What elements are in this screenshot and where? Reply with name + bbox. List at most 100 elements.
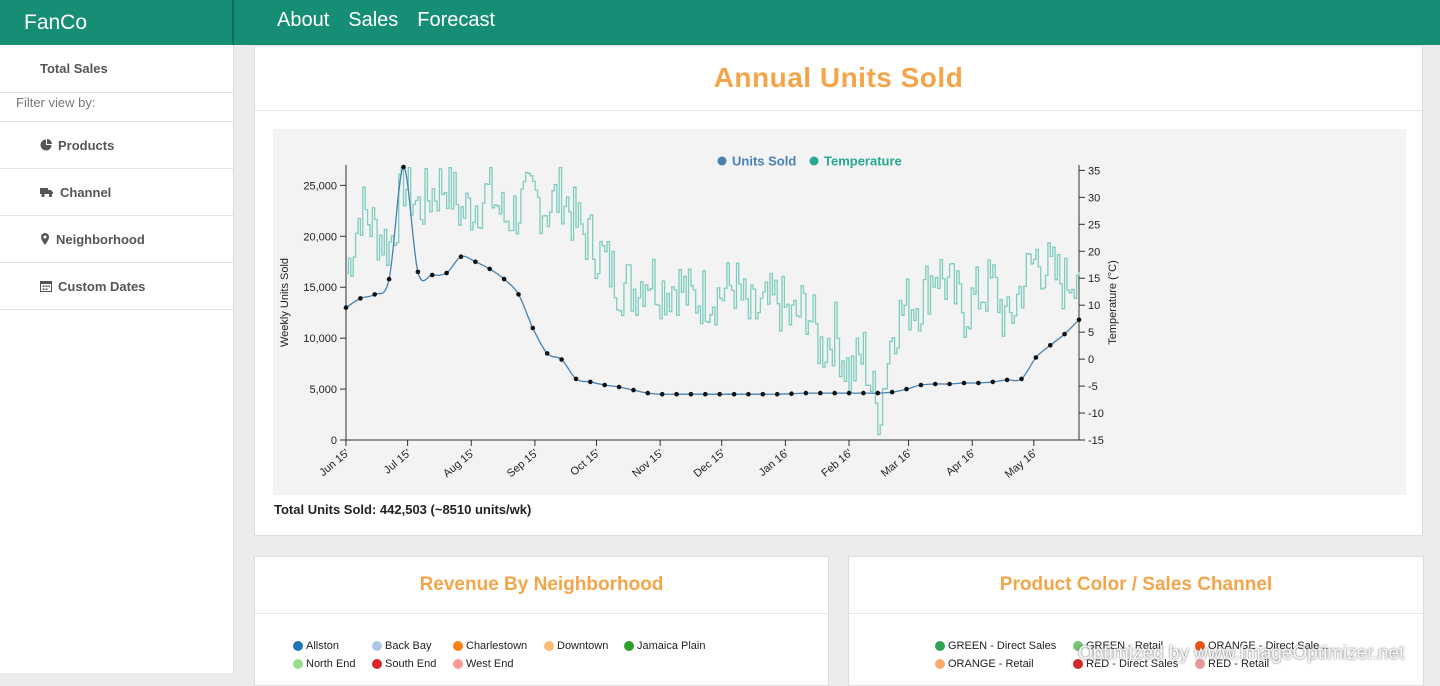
page-title: Annual Units Sold: [255, 46, 1422, 111]
units-sold-point: [415, 269, 421, 275]
product-legend-item[interactable]: RED - Retail: [1195, 655, 1330, 673]
units-sold-point: [760, 391, 766, 397]
units-sold-point: [1062, 331, 1067, 337]
units-sold-point: [889, 389, 895, 395]
units-sold-point: [774, 391, 780, 397]
neighborhood-legend-item[interactable]: Back Bay: [372, 637, 453, 655]
sidebar-item-custom-dates[interactable]: Custom Dates: [0, 263, 233, 310]
units-sold-point: [516, 292, 521, 297]
units-sold-point: [1048, 343, 1053, 348]
legend-label: Back Bay: [385, 640, 432, 652]
legend-dot-icon: [1073, 641, 1083, 651]
sidebar-item-label: Custom Dates: [58, 278, 146, 294]
legend-dot-icon: [453, 641, 463, 651]
brand-logo[interactable]: FanCo: [0, 0, 234, 45]
neighborhood-legend: Allston Back Bay Charlestown Downtown Jamaic…: [293, 637, 733, 673]
units-sold-point: [904, 386, 909, 392]
units-sold-point: [616, 384, 622, 390]
legend-dot-icon: [935, 641, 945, 651]
top-bar: FanCo About Sales Forecast: [0, 0, 1440, 45]
product-legend-item[interactable]: ORANGE - Direct Sale...: [1195, 637, 1330, 655]
units-sold-point: [386, 276, 392, 282]
y2-tick-label: 25: [1088, 219, 1100, 231]
revenue-neighborhood-panel: Revenue By Neighborhood Allston Back Bay C…: [254, 556, 829, 686]
sidebar-item-neighborhood[interactable]: Neighborhood: [0, 216, 233, 263]
x-tick-label: Oct 15': [568, 447, 602, 478]
legend-dot-icon: [293, 641, 303, 651]
y2-tick-label: 10: [1088, 300, 1100, 312]
legend-label: GREEN - Retail: [1086, 640, 1164, 652]
units-sold-point: [588, 379, 593, 385]
legend-dot-icon: [624, 641, 634, 651]
neighborhood-legend-item[interactable]: Allston: [293, 637, 372, 655]
units-sold-point: [631, 387, 636, 393]
units-sold-point: [1076, 317, 1082, 323]
neighborhood-legend-item[interactable]: South End: [372, 655, 453, 673]
legend-dot-icon: [544, 641, 554, 651]
units-sold-point: [659, 391, 665, 397]
y-tick-label: 25,000: [303, 180, 337, 192]
product-legend-item[interactable]: GREEN - Retail: [1073, 637, 1195, 655]
nav-forecast[interactable]: Forecast: [417, 9, 496, 31]
sidebar-item-total-sales[interactable]: Total Sales: [0, 45, 233, 93]
units-sold-point: [372, 292, 377, 297]
product-channel-title: Product Color / Sales Channel: [849, 557, 1423, 614]
legend-label: ORANGE - Direct Sale...: [1208, 640, 1329, 652]
product-legend-item[interactable]: ORANGE - Retail: [935, 655, 1073, 673]
neighborhood-legend-item[interactable]: Downtown: [544, 637, 624, 655]
legend-label: Downtown: [557, 640, 609, 652]
units-sold-point: [1033, 355, 1039, 360]
x-tick-label: Jul 15': [382, 447, 414, 476]
x-tick-label: Apr 16': [944, 447, 978, 478]
x-tick-label: Sep 15': [505, 447, 541, 480]
units-sold-point: [717, 391, 722, 397]
pie-chart-icon: [40, 139, 52, 151]
sidebar-item-products[interactable]: Products: [0, 122, 233, 169]
legend-label: West End: [466, 658, 514, 670]
temperature-series-line: [346, 167, 1080, 436]
units-sold-point: [674, 391, 679, 397]
y-axis-label: Weekly Units Sold: [279, 258, 291, 347]
neighborhood-legend-item[interactable]: West End: [453, 655, 544, 673]
legend-label: GREEN - Direct Sales: [948, 640, 1057, 652]
sidebar: Total Sales Filter view by: Products Cha…: [0, 45, 234, 673]
x-tick-label: Aug 15': [441, 447, 477, 480]
nav-sales[interactable]: Sales: [348, 9, 399, 31]
sidebar-item-channel[interactable]: Channel: [0, 169, 233, 216]
neighborhood-legend-item[interactable]: Jamaica Plain: [624, 637, 724, 655]
legend-dot-icon: [372, 641, 382, 651]
legend-label: North End: [306, 658, 356, 670]
units-sold-point: [688, 391, 694, 397]
legend-label: ORANGE - Retail: [948, 658, 1034, 670]
units-sold-point: [976, 380, 981, 386]
y2-tick-label: 20: [1088, 246, 1100, 258]
y-tick-label: 15,000: [303, 282, 337, 294]
product-channel-legend: GREEN - Direct Sales GREEN - Retail ORANGE…: [935, 637, 1335, 673]
units-sold-point: [846, 390, 852, 396]
neighborhood-legend-item[interactable]: Charlestown: [453, 637, 544, 655]
legend-label: Charlestown: [466, 640, 528, 652]
units-sold-point: [731, 391, 737, 397]
filter-label: Filter view by:: [0, 93, 233, 122]
watermark-text: Optimized by www.ImageOptimizer.net: [1078, 643, 1405, 664]
product-legend-item[interactable]: RED - Direct Sales: [1073, 655, 1195, 673]
units-sold-point: [961, 380, 967, 386]
units-sold-point: [501, 276, 507, 282]
y2-tick-label: 35: [1088, 165, 1100, 177]
x-tick-label: May 16': [1003, 447, 1040, 481]
legend-dot-icon: [809, 156, 819, 166]
sidebar-item-label: Channel: [60, 184, 112, 200]
legend-dot-icon: [1195, 659, 1205, 669]
x-tick-label: Dec 15': [692, 447, 728, 480]
units-sold-point: [818, 390, 823, 396]
truck-icon: [40, 187, 53, 197]
nav-about[interactable]: About: [277, 9, 330, 31]
product-legend-item[interactable]: GREEN - Direct Sales: [935, 637, 1073, 655]
y-tick-label: 5,000: [309, 384, 337, 396]
neighborhood-legend-item[interactable]: North End: [293, 655, 372, 673]
legend-label: Jamaica Plain: [637, 640, 706, 652]
units-sold-point: [789, 391, 794, 397]
legend-dot-icon: [453, 659, 463, 669]
units-sold-point: [573, 376, 579, 382]
sidebar-item-label: Products: [58, 137, 115, 153]
